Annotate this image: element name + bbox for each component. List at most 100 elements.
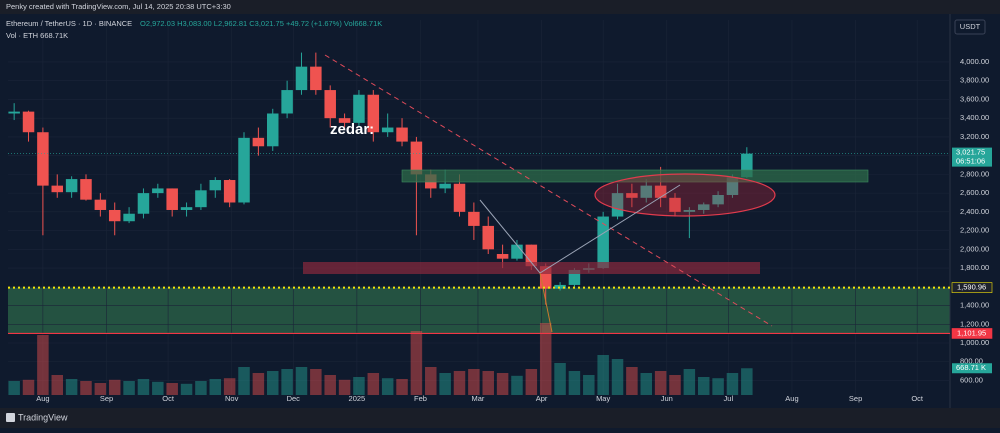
candle-body <box>80 179 92 200</box>
x-tick-label: Sep <box>100 394 113 403</box>
x-tick-label: Apr <box>536 394 548 403</box>
candle-body <box>94 199 107 210</box>
volume-bar <box>108 379 121 395</box>
level-tag <box>951 282 993 293</box>
y-tick-label: 1,000.00 <box>960 338 989 347</box>
footer-brand: TradingView <box>18 412 68 422</box>
arrow-line <box>539 272 553 333</box>
symbol-legend: Ethereum / TetherUS · 1D · BINANCE <box>6 19 132 28</box>
x-tick-label: Sep <box>849 394 862 403</box>
volume-bar <box>8 381 20 395</box>
volume-bar <box>640 373 653 395</box>
ohlc-legend: O2,972.03 H3,083.00 L2,962.81 C3,021.75 … <box>140 19 382 28</box>
volume-bar <box>511 375 523 395</box>
currency-box[interactable] <box>954 19 986 35</box>
candle-body <box>295 66 308 91</box>
candle-body <box>252 137 265 147</box>
volume-bar <box>180 383 193 395</box>
x-tick-label: Aug <box>36 394 49 403</box>
candle-body <box>209 180 222 191</box>
candle-body <box>108 209 121 222</box>
last-price-label: 3,021.75 <box>956 148 985 157</box>
caption-bar <box>0 0 1000 14</box>
candle-body <box>453 183 466 212</box>
volume-bar <box>137 379 150 395</box>
x-tick-label: Jul <box>724 394 734 403</box>
volume-bar <box>94 383 107 395</box>
candle-body <box>554 284 566 289</box>
candle-body <box>266 113 279 147</box>
candle-body <box>381 127 394 133</box>
candle-body <box>683 209 696 212</box>
volume-bar <box>381 378 394 395</box>
volume-tag <box>952 363 992 374</box>
volume-bar <box>152 381 164 395</box>
volume-bar <box>669 375 681 395</box>
candle-body <box>310 66 322 91</box>
volume-bar <box>597 355 609 395</box>
volume-bar <box>65 379 78 395</box>
x-tick-label: Mar <box>472 394 485 403</box>
volume-bar <box>726 373 739 395</box>
volume-bar <box>22 379 35 395</box>
candle-body <box>511 244 523 259</box>
support-zone <box>8 287 950 334</box>
volume-bar <box>626 367 638 395</box>
y-tick-label: 1,400.00 <box>960 301 989 310</box>
volume-bar <box>51 375 64 395</box>
consolidation-ellipse <box>594 173 776 217</box>
volume-bar <box>683 369 696 395</box>
volume-bar <box>539 323 552 395</box>
y-tick-label: 3,200.00 <box>960 132 989 141</box>
y-tick-label: 2,000.00 <box>960 244 989 253</box>
volume-bar <box>123 381 135 395</box>
volume-bar <box>238 367 250 395</box>
candle-body <box>338 118 351 123</box>
volume-bar <box>252 373 265 395</box>
x-tick-label: 2025 <box>349 394 366 403</box>
candle-body <box>281 90 293 114</box>
y-tick-label: 2,600.00 <box>960 188 989 197</box>
candle-body <box>166 188 178 210</box>
x-tick-label: Oct <box>162 394 175 403</box>
volume-bar <box>281 369 293 395</box>
y-tick-label: 2,400.00 <box>960 207 989 216</box>
last-price-tag <box>952 147 992 167</box>
candle-body <box>525 244 538 267</box>
volume-bar <box>496 373 509 395</box>
candle-body <box>482 225 494 250</box>
level-label: 1,590.96 <box>957 283 986 292</box>
candle-body <box>137 193 150 214</box>
candle-body <box>726 177 739 195</box>
candle-body <box>123 213 135 222</box>
candle-body <box>180 207 193 210</box>
candle-body <box>640 185 653 198</box>
candle-body <box>439 183 451 189</box>
volume-bar <box>654 371 667 395</box>
candle-body <box>712 194 724 205</box>
volume-bar <box>741 368 753 395</box>
candle-body <box>410 141 423 175</box>
volume-bar <box>195 381 207 395</box>
candle-body <box>697 204 710 210</box>
volume-bar <box>583 375 595 395</box>
candle-body <box>51 185 64 193</box>
candle-body <box>669 197 681 212</box>
countdown-label: 06:51:06 <box>956 157 985 166</box>
candle-body <box>324 90 336 119</box>
x-tick-label: May <box>596 394 610 403</box>
x-tick-label: Aug <box>785 394 798 403</box>
footer-logo <box>6 413 15 422</box>
x-tick-label: Oct <box>911 394 924 403</box>
candle-body <box>353 94 365 123</box>
candle-body <box>626 193 638 198</box>
candle-body <box>37 132 49 186</box>
candle-body <box>568 269 581 285</box>
y-tick-label: 600.00 <box>960 375 983 384</box>
volume-bar <box>525 369 538 395</box>
y-tick-label: 3,600.00 <box>960 94 989 103</box>
candle-body <box>8 111 20 114</box>
volume-bar <box>568 371 581 395</box>
watermark: zedar: <box>330 121 374 138</box>
